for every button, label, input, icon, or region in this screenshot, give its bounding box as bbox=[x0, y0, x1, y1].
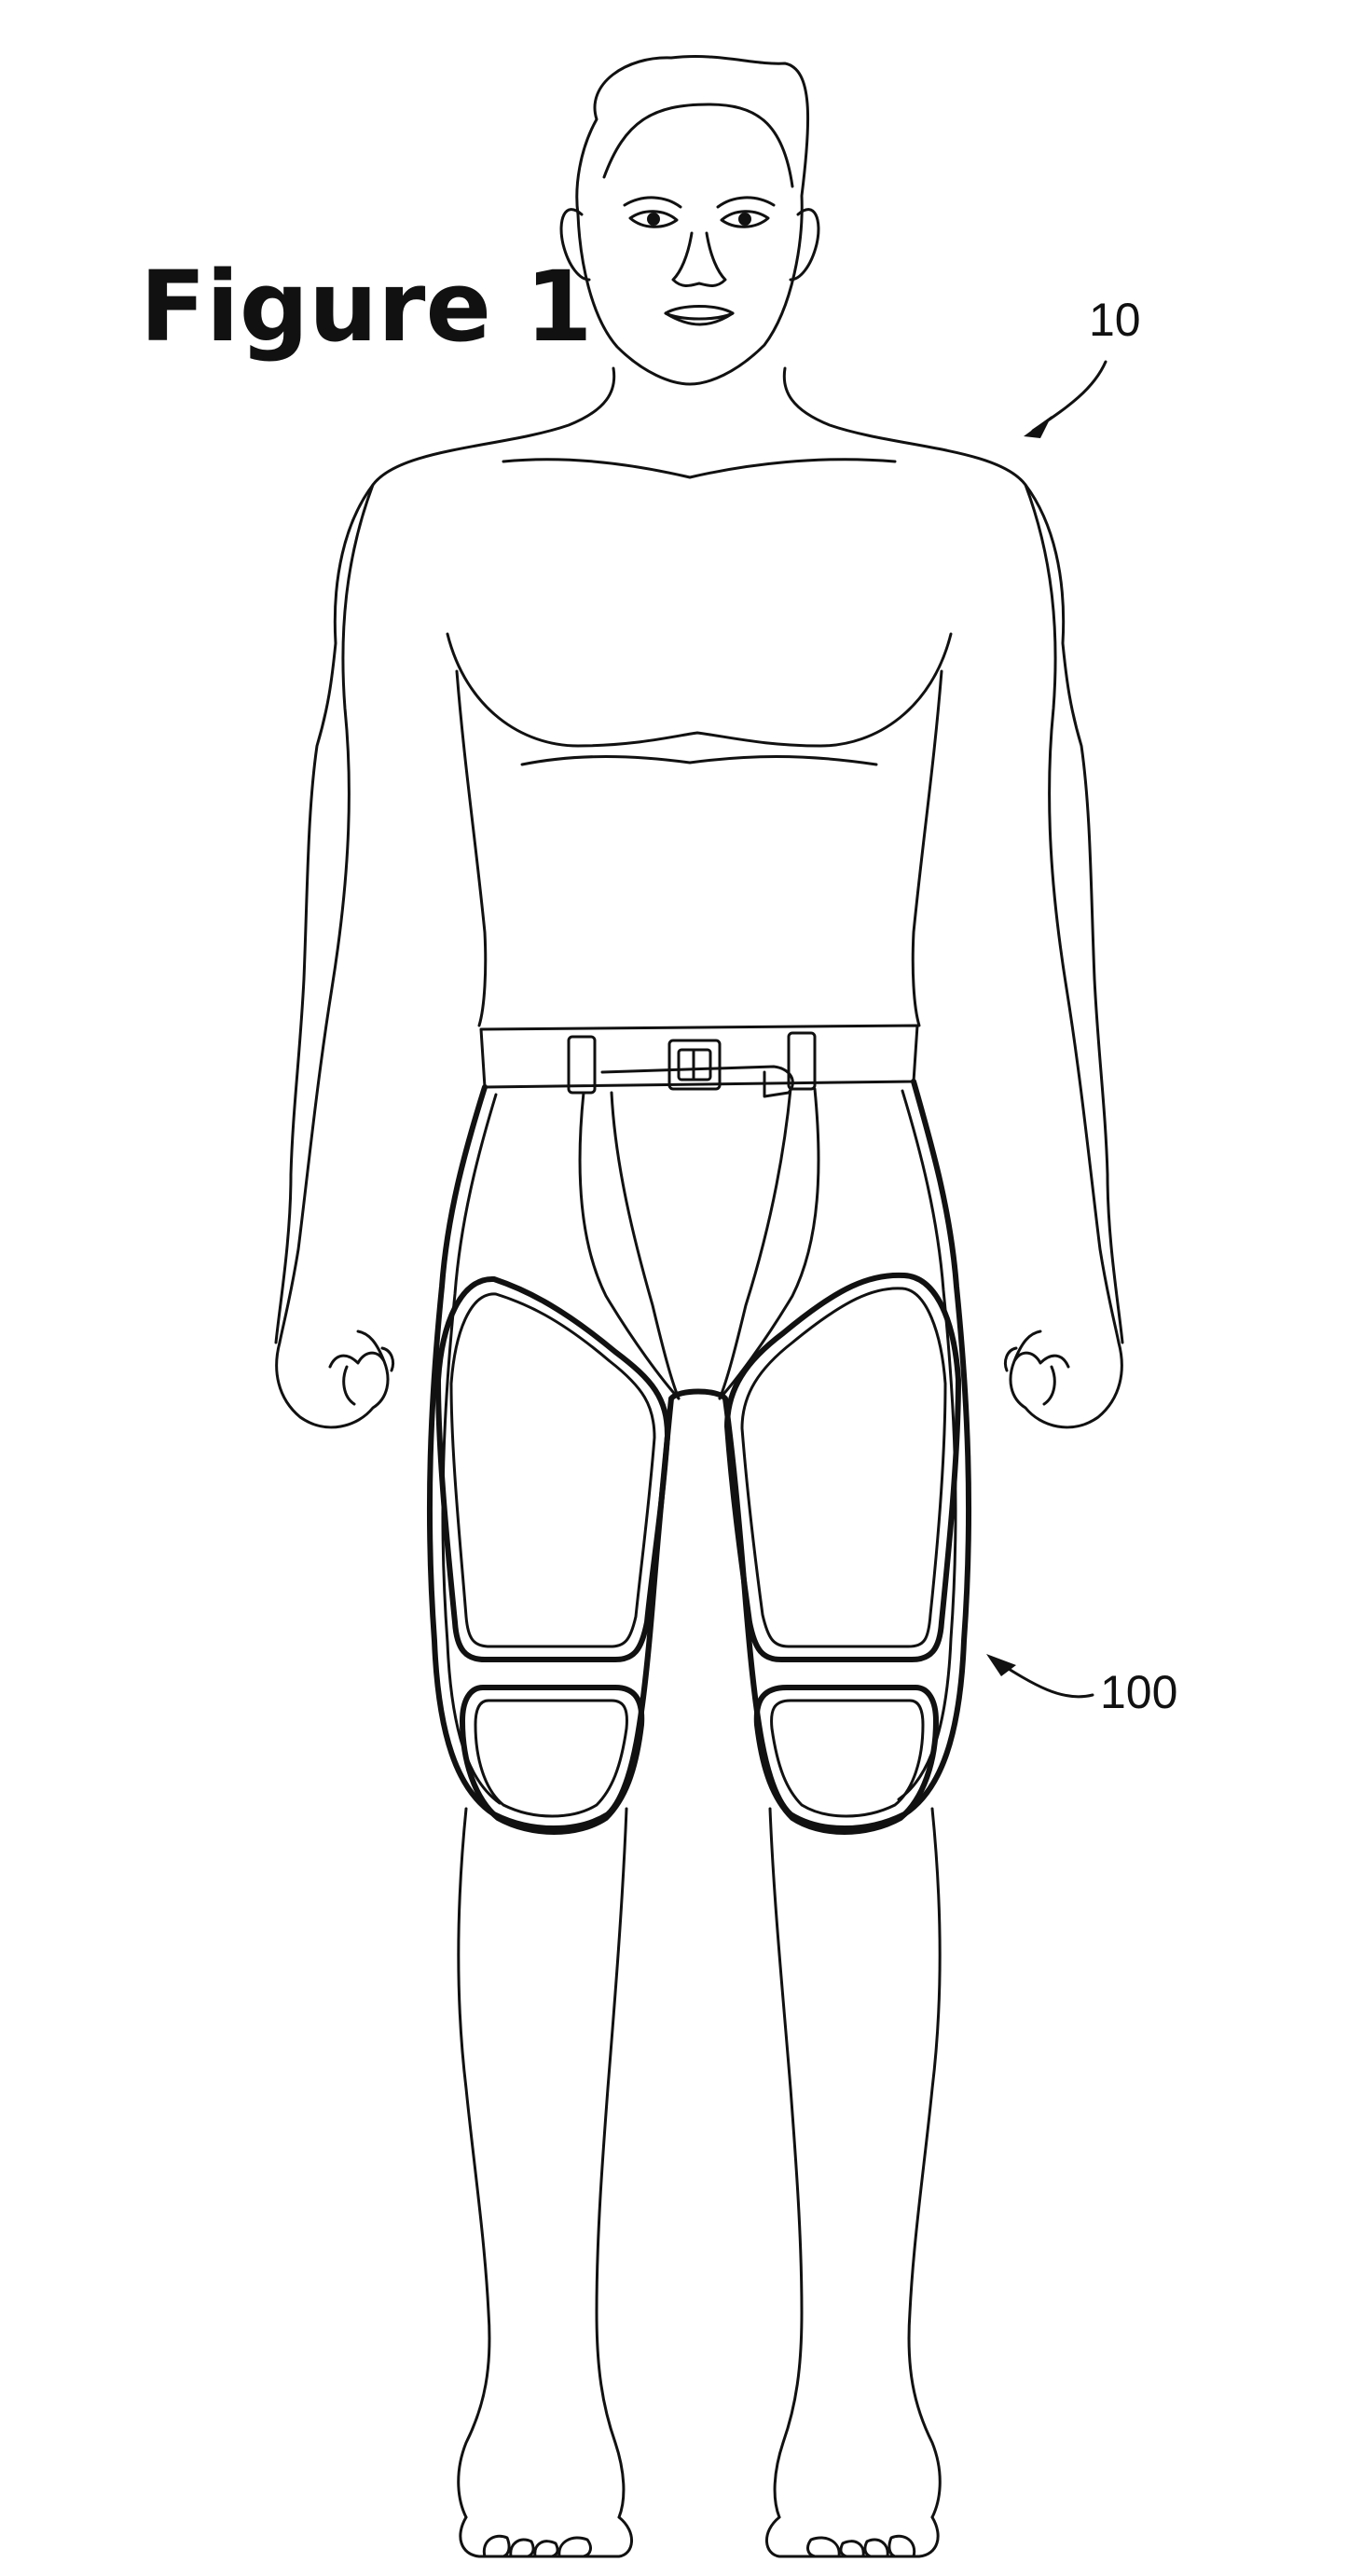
arms bbox=[277, 485, 1122, 1427]
reference-label-10: 10 bbox=[1089, 294, 1141, 346]
reference-label-100: 100 bbox=[1100, 1666, 1177, 1718]
lower-legs bbox=[459, 1809, 941, 2556]
torso bbox=[276, 368, 1122, 1343]
shorts-outline bbox=[430, 1081, 969, 1828]
figure-title: Figure 1 bbox=[140, 250, 593, 364]
knee-pad-right bbox=[757, 1687, 936, 1832]
knee-pad-left bbox=[462, 1687, 641, 1832]
person-figure bbox=[276, 56, 1122, 2556]
leader-arrow-100 bbox=[986, 1654, 1093, 1697]
protective-garment bbox=[430, 1026, 969, 1832]
belt bbox=[481, 1026, 917, 1096]
leader-arrow-10 bbox=[1024, 362, 1106, 438]
head bbox=[561, 56, 819, 384]
